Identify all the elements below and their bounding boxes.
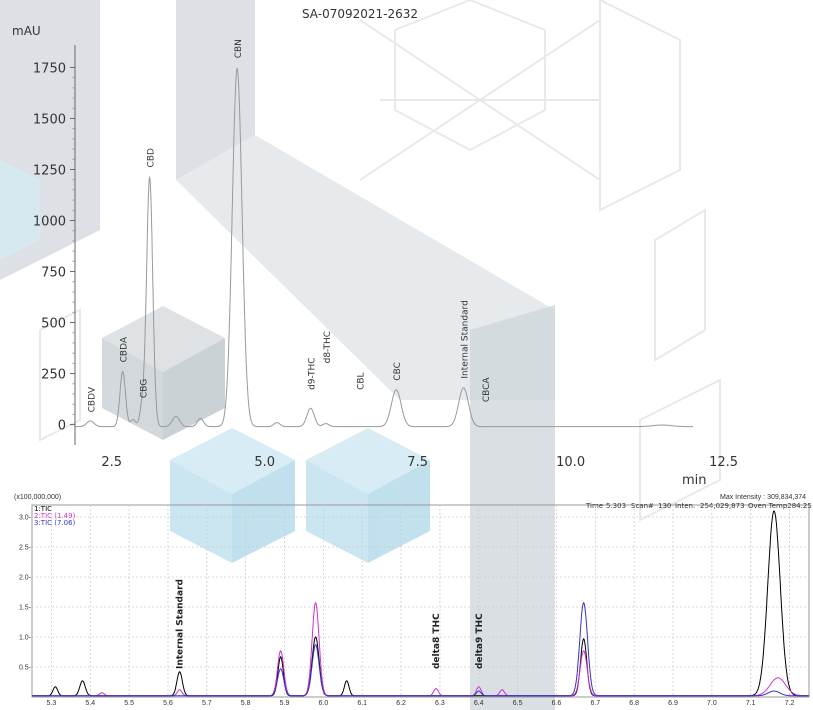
x-tick-label: 5.6 (163, 700, 173, 707)
x-tick-label: 5.5 (124, 700, 134, 707)
x-tick-label: 5.8 (241, 700, 251, 707)
y-tick-label: 1000 (33, 215, 66, 230)
peak-label: delta8 THC (432, 613, 442, 669)
scan-label: Scan# (631, 502, 654, 510)
legend: 1:TIC 2:TIC (1.49) 3:TIC (7.06) (34, 505, 76, 527)
peak-label: CBL (357, 372, 367, 389)
x-tick-label: 7.1 (746, 700, 756, 707)
x-tick-label: 5.0 (254, 455, 275, 470)
y-axis-label: mAU (12, 24, 41, 38)
x-tick-label: 6.2 (396, 700, 406, 707)
y-scale-label: (x100,000,000) (14, 494, 61, 501)
x-tick-label: 5.9 (280, 700, 290, 707)
peak-label: Internal Standard (461, 300, 471, 379)
series-line (32, 601, 809, 697)
x-tick-label: 6.9 (668, 700, 678, 707)
max-intensity: Max Intensity : 309,834,374 (720, 494, 806, 501)
scan-value: 130 (658, 502, 671, 510)
peak-label: CBG (139, 379, 149, 398)
peak-label: CBDV (87, 386, 97, 412)
x-tick-label: 6.3 (435, 700, 445, 707)
y-tick-label: 1.0- (19, 635, 32, 642)
y-tick-label: 1250 (33, 163, 66, 178)
x-tick-label: 5.4 (85, 700, 95, 707)
oven-temp: Oven Temp284.25 (748, 502, 812, 510)
x-tick-label: 12.5 (709, 455, 738, 470)
peak-label: d8-THC (323, 331, 333, 363)
legend-entry: 1:TIC (34, 505, 52, 513)
peak-label: delta9 THC (475, 613, 485, 669)
x-tick-label: 5.7 (202, 700, 212, 707)
x-tick-label: 7.5 (407, 455, 428, 470)
y-tick-label: 750 (41, 266, 66, 281)
info-line: Time 5.303 Scan# 130 Inten. 254,029,873 … (585, 502, 812, 510)
x-tick-label: 6.4 (474, 700, 484, 707)
y-tick-label: 2.5- (19, 545, 32, 552)
x-tick-label: 6.7 (590, 700, 600, 707)
inten-label: Inten. (675, 502, 695, 510)
series-line (32, 601, 809, 697)
x-tick-label: 7.2 (785, 700, 795, 707)
x-axis-label: min (682, 473, 707, 488)
y-tick-label: 1500 (33, 112, 66, 127)
x-tick-label: 6.8 (629, 700, 639, 707)
peak-label: CBD (147, 148, 157, 167)
x-tick-label: 5.3 (47, 700, 57, 707)
gcms-tic-chromatogram: (x100,000,000) Max Intensity : 309,834,3… (14, 494, 812, 707)
peak-label: CBCA (482, 377, 492, 403)
peak-label: d9-THC (308, 357, 318, 389)
y-tick-label: 1750 (33, 61, 66, 76)
x-tick-label: 6.6 (552, 700, 562, 707)
time-label: Time (585, 502, 603, 510)
chromatogram-trace (75, 68, 693, 428)
y-tick-label: 500 (41, 317, 66, 332)
x-tick-label: 10.0 (556, 455, 585, 470)
y-tick-label: 3.0- (19, 515, 32, 522)
peak-label: Internal Standard (176, 579, 186, 669)
x-tick-label: 7.0 (707, 700, 717, 707)
peak-label: CBDA (120, 336, 130, 362)
x-tick-label: 2.5 (101, 455, 122, 470)
inten-value: 254,029,873 (700, 502, 745, 510)
x-tick-label: 6.0 (319, 700, 329, 707)
plot-frame (31, 504, 810, 698)
y-tick-label: 250 (41, 368, 66, 383)
legend-entry: 3:TIC (7.06) (34, 519, 76, 527)
y-tick-label: 0.5- (19, 665, 32, 672)
peak-label: CBC (393, 362, 403, 381)
x-tick-label: 6.5 (513, 700, 523, 707)
hplc-chromatogram: SA-07092021-2632 mAU min 0 250 500 750 1000 1… (12, 7, 738, 488)
series-line (32, 510, 809, 697)
peak-label: CBN (234, 39, 244, 58)
time-value: 5.303 (606, 502, 626, 510)
chart-title: SA-07092021-2632 (302, 7, 418, 21)
legend-entry: 2:TIC (1.49) (34, 512, 76, 520)
y-tick-label: 0 (58, 419, 66, 434)
y-tick-label: 2.0- (19, 575, 32, 582)
x-tick-label: 6.1 (357, 700, 367, 707)
y-tick-label: 1.5- (19, 605, 32, 612)
